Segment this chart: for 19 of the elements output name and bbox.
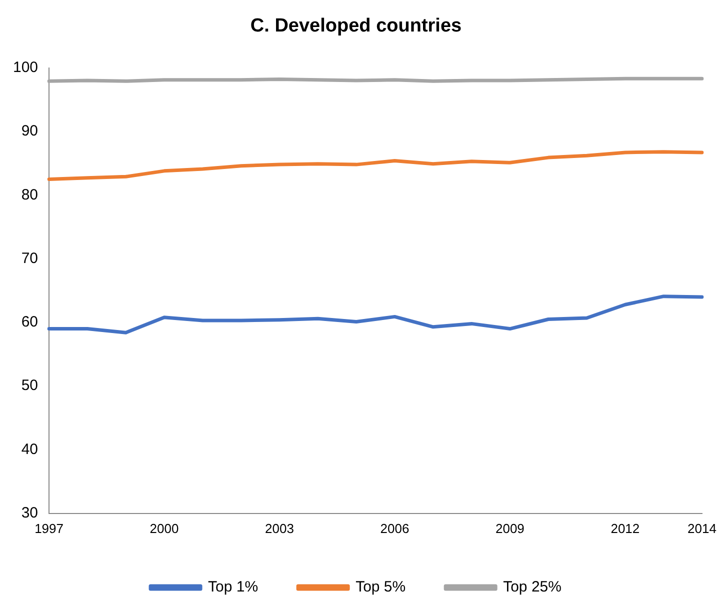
- y-tick-label: 70: [21, 250, 38, 267]
- y-tick-label: 30: [21, 504, 38, 522]
- y-tick-label: 60: [21, 314, 38, 331]
- x-tick-label: 1997: [34, 520, 64, 536]
- x-tick-label: 2006: [380, 520, 410, 536]
- legend-label: Top 5%: [356, 578, 406, 596]
- y-tick-label: 90: [21, 122, 38, 140]
- y-tick-label: 80: [21, 186, 38, 204]
- chart-title: C. Developed countries: [250, 16, 462, 37]
- x-tick-label: 2009: [495, 520, 524, 536]
- x-tick-label: 2012: [610, 520, 640, 536]
- x-tick-label: 2000: [150, 520, 179, 536]
- x-tick-label: 2014: [688, 520, 716, 536]
- x-tick-label: 2003: [265, 520, 294, 536]
- y-tick-label: 50: [21, 377, 38, 394]
- legend-label: Top 1%: [208, 578, 258, 596]
- y-tick-label: 40: [21, 440, 38, 458]
- y-tick-label: 100: [12, 58, 38, 76]
- legend-label: Top 25%: [503, 578, 562, 596]
